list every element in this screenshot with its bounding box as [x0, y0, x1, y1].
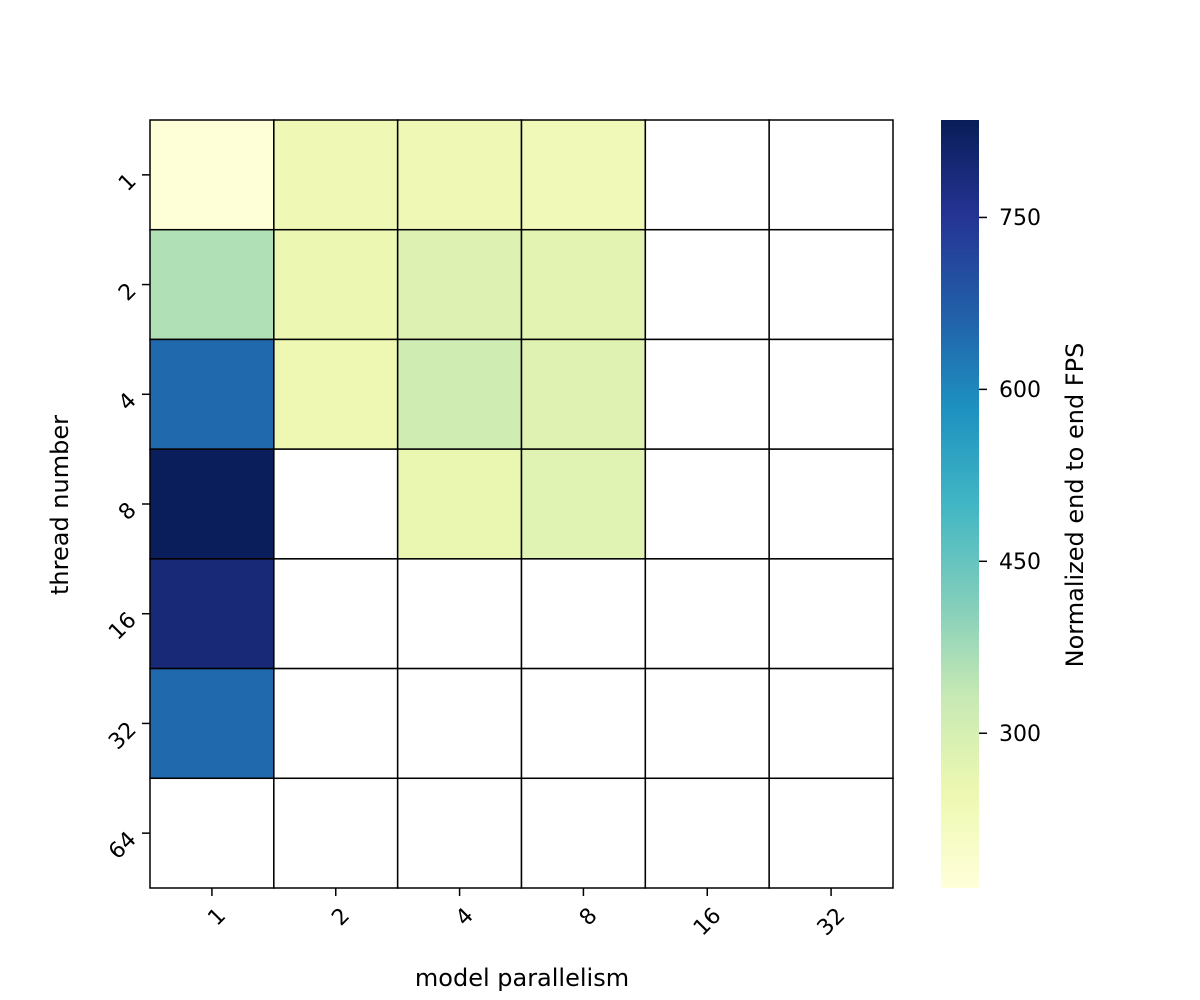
heatmap-cell: [520, 448, 647, 560]
y-axis-ticks: 1 2 4 8 16 32 64: [104, 169, 150, 865]
y-tick-label: 4: [114, 388, 142, 416]
heatmap-cell: [149, 338, 275, 450]
y-tick-label: 2: [114, 279, 142, 307]
heatmap-cell: [149, 228, 275, 341]
heatmap-cell: [149, 667, 275, 780]
heatmap-cell: [644, 119, 770, 231]
heatmap-cell: [273, 119, 399, 231]
x-tick-label: 32: [813, 903, 850, 940]
x-tick-label: 1: [203, 903, 231, 931]
colorbar-tick-label: 750: [999, 206, 1041, 231]
heatmap-cell: [768, 448, 894, 560]
heatmap-cell: [520, 667, 647, 780]
y-tick-label: 32: [104, 717, 141, 754]
heatmap-cell: [149, 777, 275, 889]
x-tick-label: 4: [451, 903, 479, 931]
heatmap-cell: [768, 667, 894, 780]
x-tick-label: 2: [327, 903, 355, 931]
y-axis-label: thread number: [46, 415, 74, 595]
heatmap-cell: [644, 338, 770, 450]
colorbar-gradient: [941, 120, 979, 888]
colorbar-tick-label: 450: [999, 550, 1041, 575]
x-axis-ticks: 1 2 4 8 16 32: [203, 888, 850, 941]
heatmap-cell: [396, 667, 523, 780]
heatmap-cell: [273, 777, 399, 889]
heatmap-cell: [396, 448, 523, 560]
x-tick-label: 8: [575, 903, 603, 931]
heatmap-cell: [644, 228, 770, 341]
heatmap-cell: [768, 338, 894, 450]
heatmap-cell: [644, 448, 770, 560]
colorbar-tick-label: 600: [999, 378, 1041, 403]
heatmap-cell: [273, 338, 399, 450]
heatmap-cell: [273, 558, 399, 670]
heatmap-cell: [520, 558, 647, 670]
heatmap-cell: [644, 667, 770, 780]
heatmap-cell: [273, 667, 399, 780]
colorbar-ticks: 300 450 600 750: [979, 206, 1041, 747]
heatmap-cell: [149, 558, 275, 670]
heatmap-cell: [520, 777, 647, 889]
y-tick-label: 1: [114, 169, 142, 197]
heatmap-cell: [273, 228, 399, 341]
heatmap-cell: [396, 338, 523, 450]
heatmap-cell: [768, 228, 894, 341]
heatmap-cell: [149, 448, 275, 560]
heatmap-cell: [520, 119, 647, 231]
colorbar-tick-label: 300: [999, 722, 1041, 747]
heatmap-cell: [273, 448, 399, 560]
y-tick-label: 8: [114, 498, 142, 526]
colorbar-label: Normalized end to end FPS: [1061, 343, 1089, 668]
heatmap-cell: [396, 119, 523, 231]
y-tick-label: 64: [104, 827, 141, 864]
heatmap-cell: [149, 119, 275, 231]
colorbar: 300 450 600 750 Normalized end to end FPS: [941, 120, 1089, 888]
heatmap-cell: [768, 119, 894, 231]
x-tick-label: 16: [689, 903, 726, 940]
heatmap-cells: [149, 119, 894, 889]
heatmap-cell: [768, 558, 894, 670]
heatmap-cell: [520, 228, 647, 341]
heatmap-cell: [396, 777, 523, 889]
y-tick-label: 16: [104, 608, 141, 645]
heatmap-cell: [644, 777, 770, 889]
heatmap-cell: [396, 228, 523, 341]
heatmap-cell: [644, 558, 770, 670]
x-axis-label: model parallelism: [415, 964, 629, 992]
heatmap-cell: [396, 558, 523, 670]
heatmap-cell: [520, 338, 647, 450]
heatmap-cell: [768, 777, 894, 889]
